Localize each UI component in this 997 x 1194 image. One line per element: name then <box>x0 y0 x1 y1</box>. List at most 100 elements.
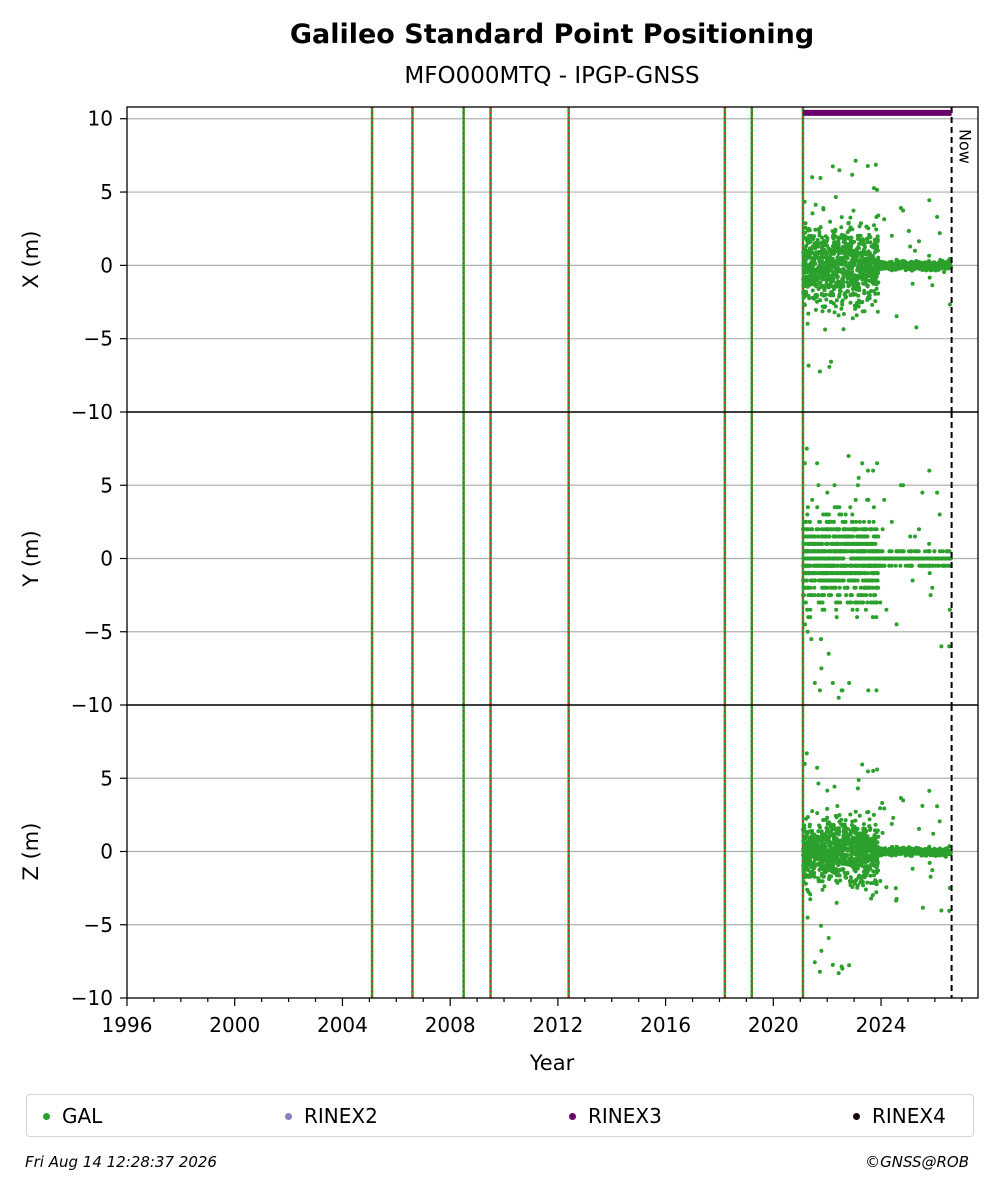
gal-point <box>914 549 919 554</box>
gal-point <box>825 276 830 281</box>
gal-point <box>828 219 833 224</box>
gal-point <box>804 578 809 583</box>
gal-point <box>940 549 945 554</box>
gal-point <box>801 556 806 561</box>
gal-point <box>833 585 838 590</box>
gal-point <box>834 900 839 905</box>
gal-point <box>843 512 848 517</box>
gal-point <box>935 214 940 219</box>
gal-point <box>808 897 813 902</box>
gal-point <box>813 307 818 312</box>
gal-point <box>920 803 925 808</box>
gal-point <box>833 242 838 246</box>
gal-point <box>860 762 865 767</box>
gal-point <box>868 563 873 568</box>
gal-point <box>806 856 810 861</box>
gal-point <box>825 236 830 241</box>
gal-point <box>850 607 855 612</box>
gal-point <box>857 251 862 256</box>
gal-point <box>815 765 820 770</box>
gal-point <box>947 644 952 649</box>
gal-point <box>832 784 837 789</box>
gal-point <box>871 768 876 773</box>
gal-point <box>837 267 842 272</box>
gal-point <box>872 863 877 868</box>
gal-point <box>839 306 844 311</box>
gal-point <box>909 853 914 858</box>
gal-point <box>848 875 853 880</box>
gal-point <box>854 877 859 882</box>
gal-point <box>834 600 839 605</box>
gal-point <box>830 681 835 685</box>
gal-point <box>805 563 810 568</box>
gal-point <box>845 275 850 279</box>
gal-point <box>943 854 948 859</box>
gal-point <box>845 848 850 853</box>
gal-point <box>865 284 870 289</box>
gal-point <box>802 199 807 204</box>
gal-point <box>856 563 861 568</box>
gal-point <box>812 556 816 561</box>
gal-point <box>815 238 820 242</box>
gal-point <box>814 273 819 278</box>
legend-item-gal: GAL <box>43 1104 102 1128</box>
gal-point <box>948 850 953 855</box>
gal-point <box>847 283 852 288</box>
gal-point <box>824 266 829 271</box>
gal-point <box>822 287 827 292</box>
gal-point <box>871 254 876 259</box>
gal-point <box>833 229 838 234</box>
gal-point <box>835 275 840 280</box>
gal-point <box>810 847 815 852</box>
gal-point <box>813 202 818 207</box>
gal-point <box>889 268 894 273</box>
gal-point <box>852 273 857 278</box>
gal-point <box>824 571 829 576</box>
gal-point <box>825 519 830 524</box>
gal-point <box>853 831 858 836</box>
gal-point <box>867 549 872 554</box>
gal-point <box>852 881 857 886</box>
gal-point <box>861 259 865 264</box>
gal-point <box>853 809 858 814</box>
gal-point <box>863 534 868 539</box>
gal-point <box>844 832 849 837</box>
y-tick-label: 5 <box>100 473 113 497</box>
gal-point <box>822 607 827 612</box>
gal-point <box>849 571 854 576</box>
gal-point <box>815 250 820 255</box>
gal-point <box>844 593 849 598</box>
gal-point <box>856 571 861 576</box>
gal-point <box>937 512 942 517</box>
gal-point <box>891 815 896 820</box>
gal-point <box>837 505 842 510</box>
gal-point <box>821 818 826 822</box>
gal-point <box>872 571 877 576</box>
gal-point <box>914 266 919 270</box>
gal-point <box>862 571 867 576</box>
gal-point <box>803 278 808 283</box>
gal-point <box>870 841 875 846</box>
gal-point <box>837 585 842 590</box>
gal-point <box>838 878 843 883</box>
gal-point <box>856 475 861 480</box>
gal-point <box>816 879 821 884</box>
gal-point <box>817 969 822 974</box>
gal-point <box>801 600 806 605</box>
gal-point <box>813 541 818 546</box>
gal-point <box>906 229 911 233</box>
gal-point <box>840 300 845 305</box>
gal-point <box>873 162 878 167</box>
gal-point <box>862 291 867 296</box>
gal-point <box>858 238 863 243</box>
gal-point <box>874 829 879 834</box>
gal-point <box>883 852 888 857</box>
gal-point <box>850 835 855 840</box>
gal-point <box>803 622 807 627</box>
gal-point <box>836 245 841 250</box>
gal-point <box>859 861 864 866</box>
gal-point <box>834 607 839 612</box>
gal-point <box>831 527 836 532</box>
gal-point <box>811 843 816 848</box>
gal-point <box>873 879 878 884</box>
